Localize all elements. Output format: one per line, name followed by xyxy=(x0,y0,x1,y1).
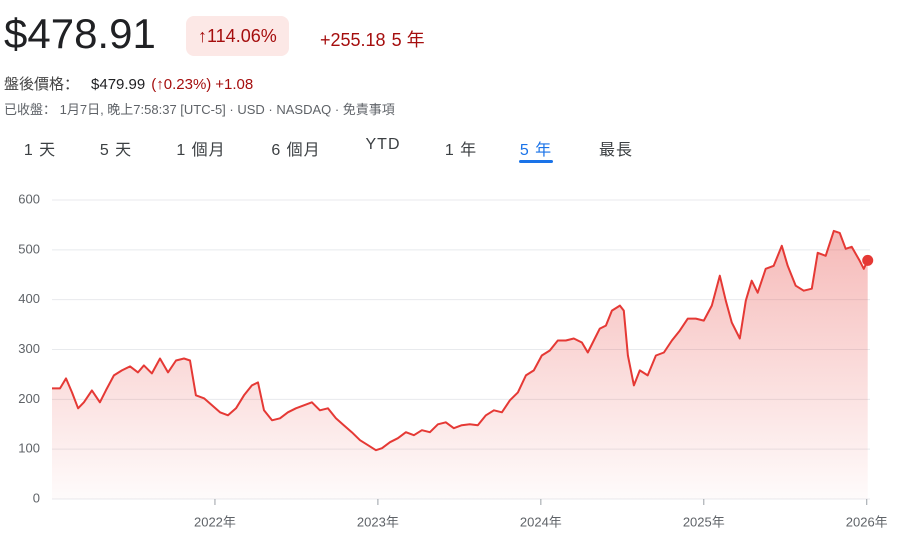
change-pct-badge: ↑114.06% xyxy=(186,16,289,56)
tab-underline xyxy=(519,160,553,163)
after-hours-abs: +1.08 xyxy=(215,76,254,93)
y-tick-label: 400 xyxy=(18,291,40,306)
y-tick-label: 100 xyxy=(18,441,40,456)
tab[interactable]: 5 天 xyxy=(99,142,133,159)
y-tick-label: 500 xyxy=(18,241,40,256)
tab[interactable]: 6 個月 xyxy=(271,142,321,159)
x-tick-label: 2025年 xyxy=(683,514,725,529)
x-tick-label: 2022年 xyxy=(194,514,236,529)
period: 5 年 xyxy=(391,30,425,50)
tab[interactable]: 最長 xyxy=(598,142,634,159)
after-hours: 盤後價格： $479.99 (↑0.23%) +1.08 xyxy=(4,73,257,94)
price: $478.91 xyxy=(4,10,156,57)
price-line xyxy=(52,229,869,452)
y-tick-label: 600 xyxy=(18,191,40,206)
after-hours-price: $479.99 xyxy=(91,76,146,93)
tab[interactable]: YTD xyxy=(365,136,401,153)
y-tick-label: 0 xyxy=(33,490,40,505)
change-abs: +255.18 xyxy=(320,30,386,50)
tab[interactable]: 1 年 xyxy=(444,142,478,159)
tab[interactable]: 1 個月 xyxy=(176,142,226,159)
x-tick-label: 2026年 xyxy=(846,514,888,529)
price-area xyxy=(52,230,868,499)
status: 已收盤： 1月7日, 晚上7:58:37 [UTC-5] · USD · NAS… xyxy=(4,102,395,117)
last-point xyxy=(862,254,874,266)
x-tick-label: 2023年 xyxy=(357,514,399,529)
after-hours-pct: (↑0.23%) xyxy=(151,76,212,93)
change: +255.18 5 年 xyxy=(320,26,431,52)
y-tick-label: 300 xyxy=(18,341,40,356)
tab-selected[interactable]: 5 年 xyxy=(519,142,553,159)
x-tick-label: 2024年 xyxy=(520,514,562,529)
tab[interactable]: 1 天 xyxy=(23,142,57,159)
after-hours-label: 盤後價格： xyxy=(4,76,80,93)
y-tick-label: 200 xyxy=(18,391,40,406)
